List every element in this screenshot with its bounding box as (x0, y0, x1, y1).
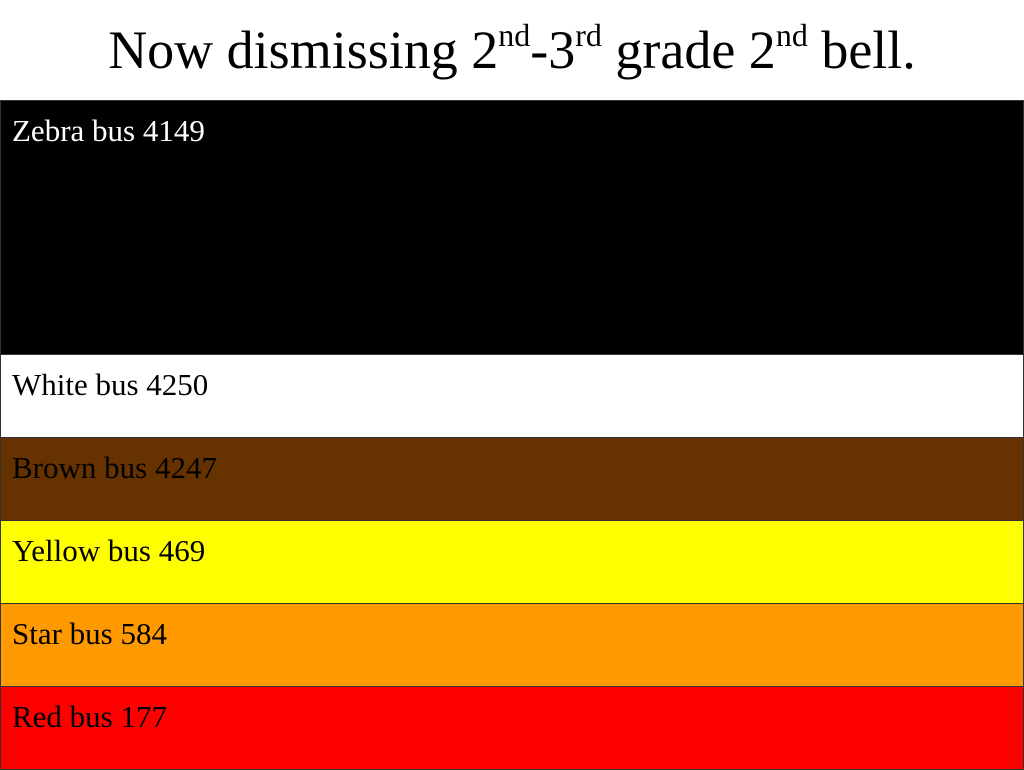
bus-row: Brown bus 4247 (0, 438, 1024, 521)
bus-label: Star bus 584 (12, 616, 167, 651)
bus-label: Red bus 177 (12, 699, 167, 734)
title: Now dismissing 2nd-3rd grade 2nd bell. (0, 0, 1024, 100)
title-text: grade 2 (601, 20, 776, 80)
bus-label: Zebra bus 4149 (12, 113, 205, 148)
bus-row: Star bus 584 (0, 604, 1024, 687)
bus-label: Brown bus 4247 (12, 450, 217, 485)
title-text: -3 (530, 20, 576, 80)
bus-row: White bus 4250 (0, 355, 1024, 438)
bus-table: Zebra bus 4149 White bus 4250 Brown bus 42… (0, 100, 1024, 770)
title-text: bell. (807, 20, 916, 80)
title-superscript: nd (775, 17, 808, 53)
title-superscript: rd (575, 17, 602, 53)
title-superscript: nd (498, 17, 531, 53)
bus-row: Red bus 177 (0, 687, 1024, 770)
bus-row: Yellow bus 469 (0, 521, 1024, 604)
bus-label: Yellow bus 469 (12, 533, 206, 568)
title-text: Now dismissing 2 (108, 20, 499, 80)
bus-row: Zebra bus 4149 (0, 100, 1024, 355)
bus-label: White bus 4250 (12, 367, 209, 402)
